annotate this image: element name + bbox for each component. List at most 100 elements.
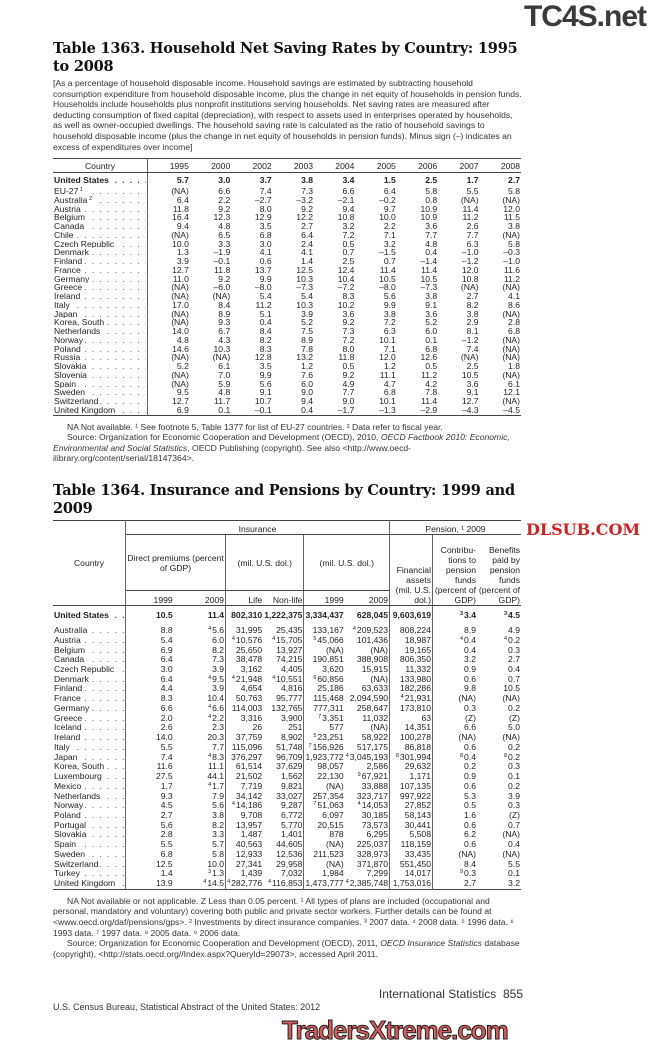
value-cell: 8.3 — [342, 291, 355, 302]
value-cell: 0.7 — [342, 247, 355, 258]
value-cell: 7.0 — [218, 369, 231, 380]
value-cell: 11,032 — [344, 713, 390, 724]
value-cell: 10.5 — [155, 610, 173, 621]
value-cell: 2.8 — [160, 829, 173, 840]
value-cell: (NA) — [458, 693, 476, 704]
value-cell: 5.4 — [160, 634, 173, 645]
value-cell: 58,143 — [389, 810, 433, 821]
country-cell: . . . . . . . . . . . . . . . . . . . . … — [53, 222, 148, 231]
value-cell: 86,818 — [389, 742, 433, 753]
value-cell: 61,514 — [235, 761, 263, 772]
value-cell: 4.1 — [259, 247, 272, 258]
value-cell: 10.1 — [379, 396, 396, 407]
value-cell: 0.4 — [464, 644, 476, 655]
value-cell: 12.4 — [337, 264, 355, 275]
value-cell: 3,620 — [322, 663, 344, 674]
value-cell: (NA) — [344, 645, 390, 656]
table-row: . . . . . . . . . . . . . . . . . . . . … — [53, 839, 521, 850]
value-cell: 6.6 — [160, 702, 173, 713]
value-cell: (Z) — [509, 809, 520, 820]
table-row: . . . . . . . . . . . . . . . . . . . . … — [53, 238, 521, 249]
value-cell: 48.3 — [173, 752, 227, 763]
table-row: . . . . . . . . . . . . . . . . . . . . … — [53, 849, 521, 860]
value-cell: 50,763 — [235, 693, 263, 704]
value-cell: 14,351 — [389, 723, 433, 734]
value-cell: 3.2 — [508, 878, 520, 889]
value-cell: 6.8 — [383, 387, 396, 398]
value-cell: 33,888 — [344, 781, 390, 792]
value-cell: 13.2 — [296, 352, 314, 363]
value-cell: 3.8 — [383, 308, 396, 319]
col-header: 2000 — [189, 158, 232, 174]
value-cell: 0.1 — [508, 868, 520, 879]
value-cell: 12.6 — [420, 352, 438, 363]
value-cell: 414,186 — [231, 800, 263, 811]
col-premiums: Direct premiums (percent of GDP) — [125, 534, 227, 592]
col-country: Country — [53, 520, 126, 607]
value-cell: –1.4 — [420, 256, 438, 267]
value-cell: 7.3 — [301, 186, 314, 197]
value-cell: 114,003 — [231, 702, 263, 713]
value-cell: 11.6 — [156, 761, 173, 772]
value-cell: 37,759 — [235, 732, 263, 743]
running-head: International Statistics 855 — [378, 987, 523, 1002]
value-cell: 11.7 — [214, 396, 231, 407]
value-cell: 9.3 — [160, 790, 173, 801]
value-cell: 11.2 — [421, 369, 438, 380]
value-cell: 9.2 — [342, 317, 355, 328]
value-cell: 12.0 — [379, 352, 396, 363]
value-cell: 3.5 — [259, 361, 272, 372]
value-cell: (Z) — [465, 712, 476, 723]
value-cell: 5.5 — [508, 858, 520, 869]
value-cell: 13,957 — [235, 819, 263, 830]
value-cell: 6.2 — [464, 829, 476, 840]
col-header: 2003 — [272, 158, 315, 174]
country-cell: . . . . . . . . . . . . . . . . . . . . … — [53, 772, 126, 782]
value-cell: 2.2 — [383, 221, 396, 232]
value-cell: 0.6 — [464, 839, 476, 850]
col-financial-assets: Financial assets (mil. U.S. dol.) — [389, 534, 433, 607]
value-cell: 10.5 — [461, 369, 479, 380]
value-cell: 0.9 — [464, 663, 476, 674]
value-cell: 5,770 — [263, 820, 305, 831]
value-cell: 0.1 — [425, 334, 438, 345]
value-cell: 10.5 — [420, 273, 438, 284]
value-cell: (NA) — [502, 343, 520, 354]
value-cell: –1.5 — [379, 247, 396, 258]
value-cell: 4.8 — [425, 238, 438, 249]
table-row: . . . . . . . . . . . . . . . . . . . . … — [53, 273, 521, 284]
value-cell: 80.4 — [459, 751, 476, 762]
value-cell: 46.6 — [173, 703, 227, 714]
value-cell: (NA) — [502, 829, 520, 840]
value-cell: 1.4 — [301, 256, 314, 267]
country-cell: . . . . . . . . . . . . . . . . . . . . … — [53, 335, 148, 345]
col-group-pension: Pension, ¹ 2009 — [389, 520, 521, 536]
value-cell: –3.2 — [296, 194, 314, 205]
value-cell: 9.2 — [218, 203, 231, 214]
value-cell: 6,772 — [263, 810, 305, 821]
value-cell: 4209,523 — [344, 625, 390, 636]
country-cell: . . . . . . . . . . . . . . . . . . . . … — [53, 830, 126, 841]
table-row: . . . . . . . . . . . . . . . . . . . . … — [53, 327, 521, 336]
value-cell: 33.4 — [459, 610, 476, 621]
value-cell: 3.9 — [173, 684, 227, 695]
country-cell: . . . . . . . . . . . . . . . . . . . . … — [53, 405, 148, 416]
value-cell: 10.3 — [296, 273, 314, 284]
country-cell: . . . . . . . . . . . . . . . . . . . . … — [53, 204, 148, 214]
country-cell: . . . . . . . . . . . . . . . . . . . . … — [53, 344, 148, 354]
value-cell: 11.4 — [421, 396, 438, 407]
value-cell: 10.0 — [173, 859, 227, 870]
value-cell: 7.3 — [173, 654, 227, 665]
value-cell: 6.0 — [173, 635, 227, 646]
value-cell: 328,973 — [344, 849, 390, 860]
table-row: . . . . . . . . . . . . . . . . . . . . … — [53, 387, 521, 398]
table-row: . . . . . . . . . . . . . . . . . . . . … — [53, 790, 521, 802]
value-cell: 0.2 — [464, 761, 476, 772]
table-row: . . . . . . . . . . . . . . . . . . . . … — [53, 742, 521, 753]
value-cell: 11.4 — [379, 264, 396, 275]
value-cell: 0.2 — [508, 780, 520, 791]
value-cell: 4.2 — [425, 378, 438, 389]
table-row: . . . . . . . . . . . . . . . . . . . . … — [53, 801, 521, 811]
value-cell: 5.1 — [259, 308, 272, 319]
value-cell: 6.4 — [176, 194, 189, 205]
